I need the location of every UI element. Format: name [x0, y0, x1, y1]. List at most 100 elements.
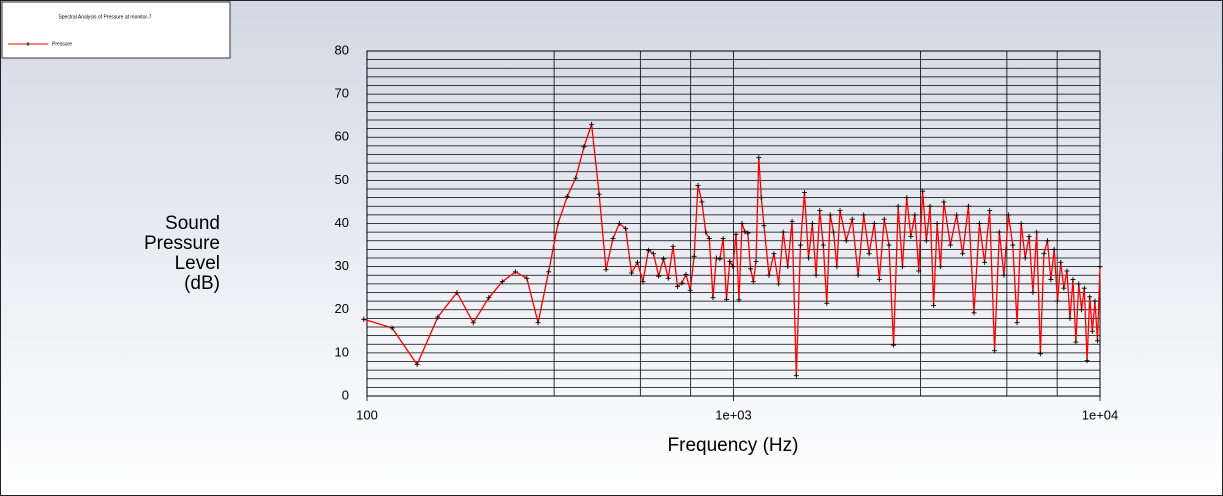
- data-point: [1095, 338, 1100, 344]
- data-point: [645, 247, 651, 253]
- data-point: [1022, 255, 1028, 261]
- data-point: [797, 242, 803, 248]
- data-point: [806, 255, 812, 261]
- data-point: [1010, 242, 1016, 248]
- data-point: [976, 221, 982, 226]
- data-point: [720, 236, 726, 242]
- data-point: [1018, 221, 1024, 226]
- data-point: [703, 229, 709, 235]
- data-point: [629, 270, 635, 276]
- data-point: [616, 221, 622, 226]
- data-point: [789, 218, 795, 224]
- data-point: [881, 216, 887, 222]
- data-point: [640, 279, 646, 285]
- data-point: [831, 229, 837, 235]
- data-point: [996, 229, 1002, 235]
- data-point: [1054, 298, 1060, 304]
- data-point: [564, 193, 570, 199]
- data-point: [733, 231, 739, 237]
- data-point: [776, 281, 782, 287]
- data-point: [920, 188, 926, 194]
- data-point: [758, 195, 764, 201]
- data-point: [470, 320, 476, 326]
- data-point: [923, 238, 929, 244]
- data-point: [1030, 290, 1036, 295]
- data-point: [1058, 259, 1064, 265]
- x-tick-label: 100: [356, 407, 378, 422]
- data-point: [724, 296, 730, 302]
- data-point: [1048, 277, 1054, 283]
- data-point: [899, 264, 905, 270]
- x-tick-label: 1e+03: [715, 407, 752, 422]
- x-tick-label: 1e+04: [1082, 407, 1119, 422]
- data-point: [739, 221, 745, 226]
- data-point: [499, 279, 505, 285]
- data-point: [535, 320, 541, 326]
- data-point: [780, 229, 786, 235]
- data-point: [761, 223, 767, 229]
- data-point: [931, 302, 937, 308]
- data-point: [834, 264, 840, 270]
- data-point: [1061, 285, 1067, 291]
- data-point: [871, 221, 877, 226]
- data-point: [695, 183, 701, 189]
- data-point: [546, 269, 552, 275]
- data-point: [912, 212, 918, 218]
- data-point: [454, 290, 460, 295]
- data-point: [1037, 351, 1043, 357]
- data-point: [916, 268, 922, 274]
- data-point: [699, 199, 705, 205]
- data-point: [1044, 238, 1050, 244]
- data-point: [727, 258, 733, 264]
- data-point: [1089, 328, 1095, 334]
- data-point: [713, 255, 719, 261]
- data-point: [817, 208, 823, 214]
- data-point: [861, 212, 867, 218]
- data-point: [691, 253, 697, 259]
- y-tick-label: 60: [335, 129, 349, 144]
- data-point: [1067, 315, 1073, 321]
- data-point: [596, 191, 602, 197]
- data-point: [753, 258, 759, 264]
- data-point: [634, 259, 640, 265]
- data-point: [736, 297, 742, 303]
- y-tick-label: 70: [335, 86, 349, 101]
- y-tick-label: 40: [335, 215, 349, 230]
- data-point: [710, 295, 716, 301]
- data-point: [801, 189, 807, 195]
- data-point: [809, 221, 815, 226]
- data-point: [683, 271, 689, 277]
- data-point: [954, 212, 960, 218]
- data-point: [656, 273, 662, 279]
- data-point: [1014, 320, 1020, 326]
- data-point: [827, 212, 833, 218]
- data-point: [960, 251, 966, 257]
- y-tick-label: 0: [342, 387, 349, 402]
- data-point: [1064, 268, 1070, 274]
- data-point: [389, 325, 395, 331]
- data-point: [895, 203, 901, 209]
- data-point: [1076, 281, 1082, 287]
- data-point: [908, 233, 914, 239]
- data-point: [855, 272, 861, 278]
- data-point: [706, 236, 712, 242]
- y-tick-label: 10: [335, 344, 349, 359]
- data-point: [891, 342, 897, 348]
- data-point: [665, 275, 671, 281]
- data-point: [435, 314, 441, 320]
- data-point: [674, 283, 680, 289]
- data-point: [965, 203, 971, 209]
- data-point: [750, 279, 756, 285]
- y-axis-label-line: Level: [175, 253, 220, 274]
- data-point: [610, 236, 616, 242]
- data-point: [1087, 294, 1093, 300]
- data-point: [1097, 264, 1103, 270]
- data-point: [361, 316, 367, 322]
- data-point: [414, 362, 420, 368]
- data-point: [1081, 285, 1087, 291]
- legend-marker: [26, 42, 30, 46]
- data-point: [992, 348, 998, 354]
- legend-box: [1, 1, 231, 59]
